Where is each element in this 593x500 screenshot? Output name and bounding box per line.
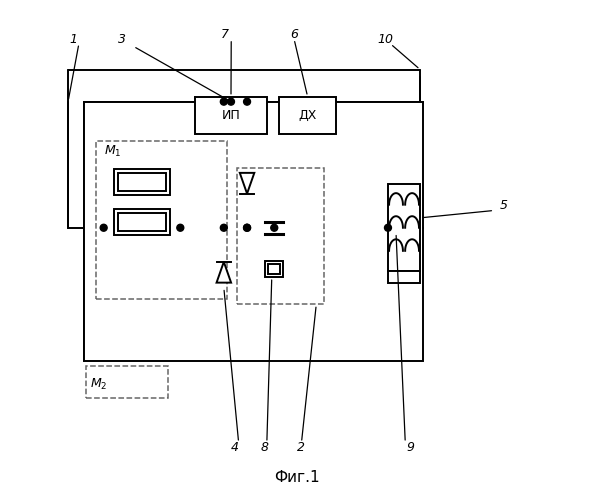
Circle shape (221, 224, 227, 231)
Text: 8: 8 (260, 442, 269, 454)
Text: 4: 4 (231, 442, 239, 454)
Text: 6: 6 (290, 28, 298, 42)
Circle shape (271, 224, 278, 231)
Text: 7: 7 (221, 28, 229, 42)
Text: $M_1$: $M_1$ (104, 144, 121, 158)
Text: 5: 5 (500, 199, 508, 212)
Text: 2: 2 (298, 442, 305, 454)
Polygon shape (240, 173, 254, 194)
Text: 9: 9 (406, 442, 415, 454)
Bar (195, 96, 267, 134)
Circle shape (100, 224, 107, 231)
Text: ДХ: ДХ (298, 109, 317, 122)
Text: $M_2$: $M_2$ (90, 377, 108, 392)
Circle shape (384, 224, 391, 231)
Bar (279, 96, 336, 134)
Circle shape (244, 98, 250, 105)
Bar (87, 366, 168, 398)
Text: 10: 10 (378, 34, 394, 46)
Polygon shape (216, 262, 231, 282)
Bar (265, 262, 283, 277)
Circle shape (244, 224, 250, 231)
Bar (237, 168, 324, 304)
Text: Фиг.1: Фиг.1 (274, 470, 319, 485)
Circle shape (177, 224, 184, 231)
Circle shape (244, 224, 250, 231)
Bar (113, 210, 170, 235)
Bar (388, 184, 420, 271)
Bar (117, 214, 167, 231)
Text: ИП: ИП (222, 109, 240, 122)
Circle shape (221, 98, 227, 105)
Bar (268, 264, 280, 274)
Circle shape (228, 98, 234, 105)
Text: 1: 1 (69, 34, 77, 46)
Bar (388, 271, 420, 283)
Text: 3: 3 (119, 34, 126, 46)
Bar (84, 102, 423, 361)
Bar (96, 141, 227, 300)
Bar (113, 169, 170, 194)
Bar (117, 173, 167, 190)
